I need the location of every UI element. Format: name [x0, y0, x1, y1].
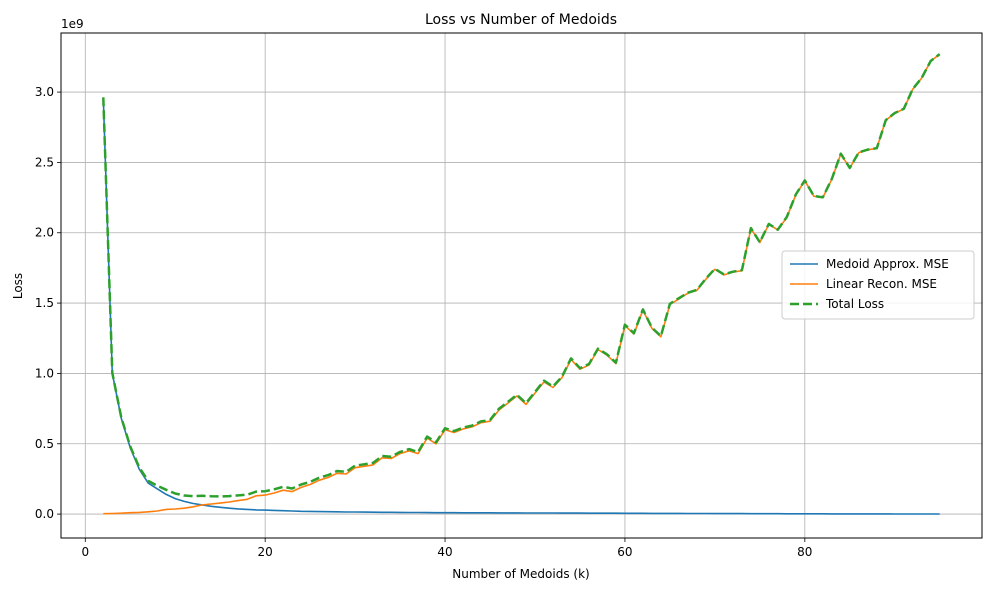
- legend: Medoid Approx. MSE Linear Recon. MSE Total…: [781, 250, 975, 320]
- legend-label: Linear Recon. MSE: [826, 277, 937, 291]
- chart-title: Loss vs Number of Medoids: [425, 12, 617, 28]
- y-tick-label: 2.5: [35, 155, 54, 169]
- x-axis-label: Number of Medoids (k): [452, 567, 589, 581]
- y-tick-label: 1.5: [35, 296, 54, 310]
- x-tick-label: 80: [797, 545, 812, 559]
- legend-label: Medoid Approx. MSE: [826, 257, 949, 271]
- series-lines: [102, 53, 941, 515]
- axis-ticks: 0 20 40 60 80 0.0 0.5 1.0 1.5 2.0 2.5 3.0: [35, 85, 813, 559]
- x-tick-label: 0: [81, 545, 89, 559]
- y-tick-label: 1.0: [35, 366, 54, 380]
- y-tick-label: 3.0: [35, 85, 54, 99]
- legend-label: Total Loss: [825, 297, 884, 311]
- series-line-total-loss: [102, 53, 941, 498]
- x-tick-label: 20: [258, 545, 273, 559]
- y-tick-label: 0.5: [35, 437, 54, 451]
- y-axis-label: Loss: [11, 273, 25, 299]
- plot-frame: [60, 32, 983, 539]
- x-tick-label: 40: [437, 545, 452, 559]
- y-tick-label: 2.0: [35, 226, 54, 240]
- y-axis-offset-text: 1e9: [61, 17, 84, 31]
- y-tick-label: 0.0: [35, 507, 54, 521]
- x-tick-label: 60: [617, 545, 632, 559]
- legend-box: [781, 250, 975, 320]
- series-line-medoid-approx-mse: [102, 97, 940, 515]
